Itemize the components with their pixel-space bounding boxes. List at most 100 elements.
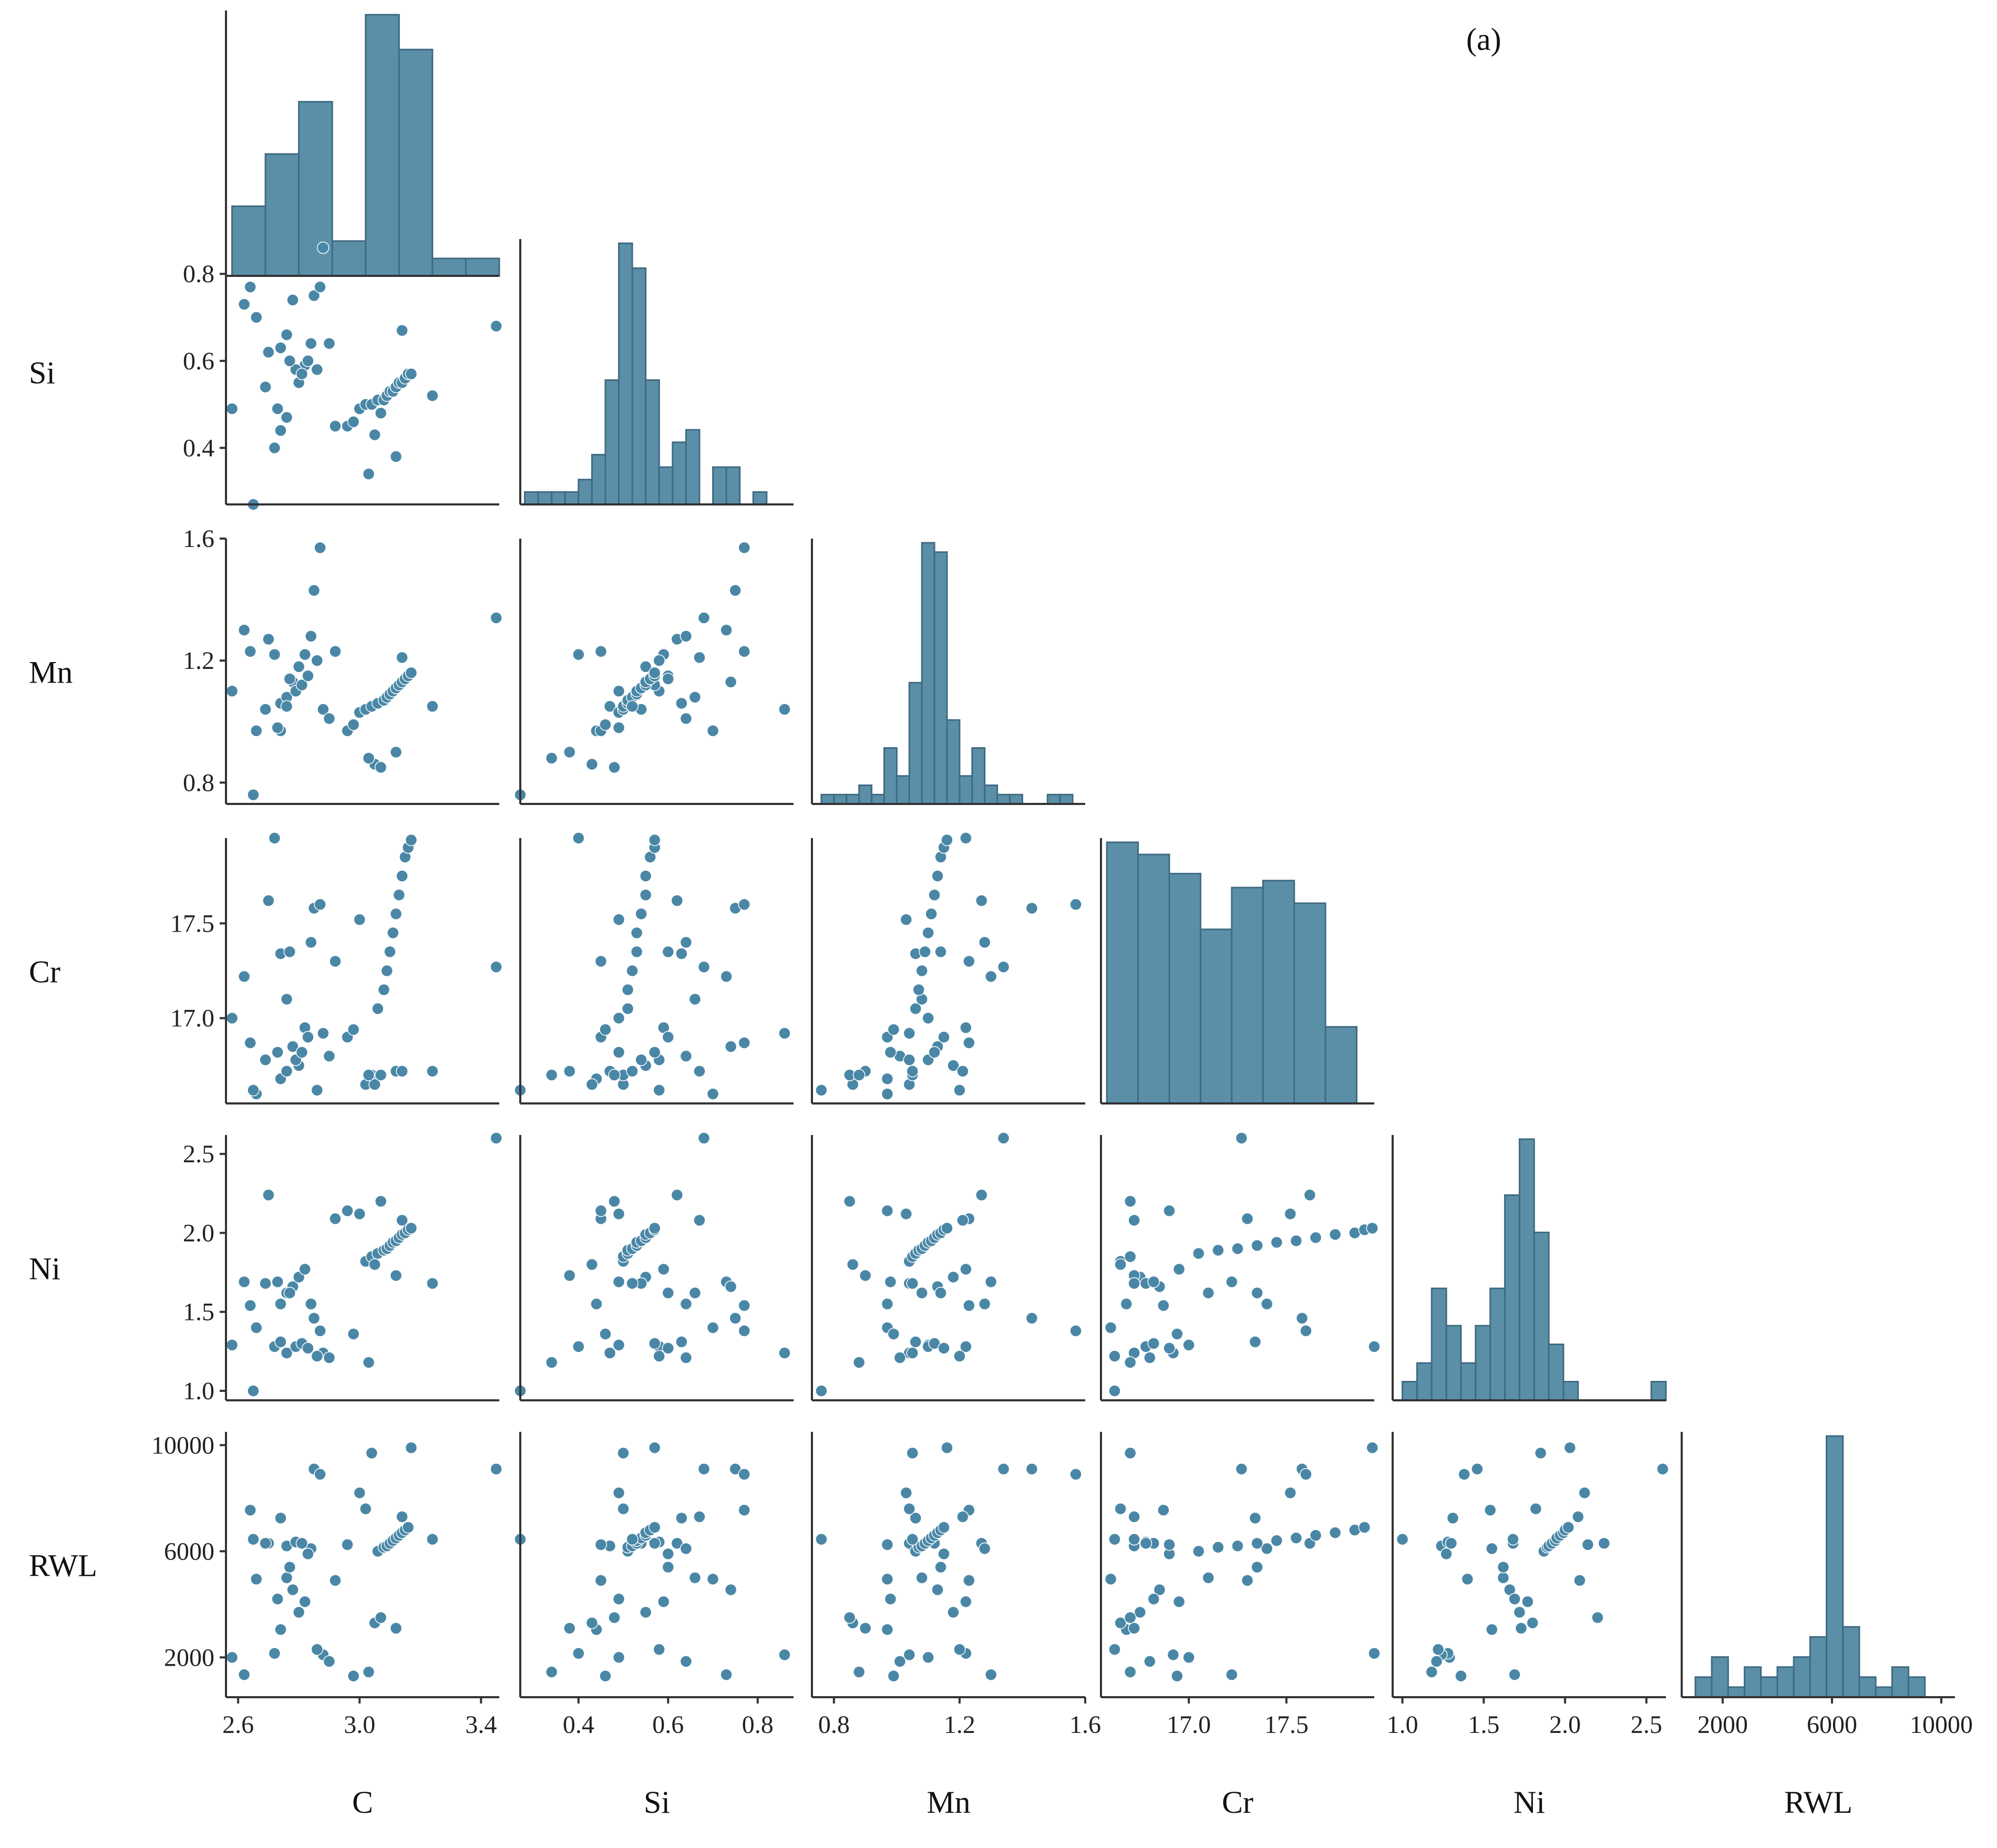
scatter-point-Mn-Si-1	[738, 645, 750, 658]
scatter-point-RWL-Si-11	[680, 1542, 693, 1555]
scatter-point-RWL-Cr-23	[1108, 1533, 1121, 1546]
scatter-point-RWL-Si-41	[648, 1441, 661, 1454]
scatter-point-Mn-Si-13	[738, 541, 750, 554]
hist-bar-C-0	[231, 205, 266, 277]
hist-bar-Mn-2	[846, 793, 860, 805]
scatter-point-Ni-Cr-2	[1104, 1321, 1117, 1334]
x-variable-labels: C Si Mn Cr Ni RWL	[352, 1785, 1852, 1820]
hist-bar-Si-14	[712, 466, 727, 505]
scatter-point-Ni-Cr-46	[1235, 1132, 1248, 1144]
scatter-point-RWL-Ni-11	[1486, 1542, 1498, 1555]
hist-bar-Mn-9	[933, 551, 948, 805]
scatter-point-Ni-Si-1	[738, 1299, 750, 1312]
scatter-point-RWL-Mn-25	[884, 1593, 897, 1605]
scatter-point-Mn-C-46	[490, 612, 502, 624]
cell-Ni-C: 1.0 1.5 2.0 2.5	[183, 1132, 502, 1405]
scatter-point-RWL-Si-40	[648, 1521, 661, 1534]
scatter-point-Ni-Cr-36	[1290, 1234, 1303, 1247]
y-tick-label-Cr: 17.0	[170, 1005, 214, 1033]
scatter-point-Cr-Mn-45	[906, 1065, 919, 1078]
scatter-point-Mn-C-41	[405, 666, 418, 679]
scatter-point-RWL-Cr-40	[1358, 1521, 1371, 1534]
scatter-point-Ni-Cr-25	[1147, 1275, 1160, 1288]
scatter-point-Cr-C-19	[295, 1046, 308, 1059]
scatter-point-Ni-Mn-49	[956, 1214, 969, 1227]
cell-Mn-Si	[514, 539, 794, 805]
scatter-point-Ni-Cr-38	[1329, 1228, 1342, 1241]
scatter-point-Cr-Si-35	[630, 926, 643, 940]
scatter-point-Ni-Cr-6	[1249, 1336, 1262, 1348]
hist-bar-Mn-14	[996, 793, 1011, 805]
cell-RWL-Mn: 0.8 1.2 1.6	[811, 1432, 1101, 1739]
y-tick-label-Mn: 1.2	[183, 647, 214, 675]
scatter-point-RWL-Cr-49	[1128, 1510, 1140, 1523]
scatter-point-Cr-Si-11	[680, 936, 693, 949]
scatter-point-RWL-Cr-5	[1368, 1647, 1381, 1660]
scatter-point-Cr-C-43	[374, 1069, 387, 1081]
y-label-Si: Si	[29, 356, 55, 390]
scatter-point-Cr-C-4	[262, 894, 275, 907]
scatter-point-Cr-Si-20	[662, 1031, 675, 1044]
scatter-point-Ni-Si-3	[612, 1339, 625, 1351]
scatter-point-RWL-Si-13	[738, 1468, 750, 1481]
scatter-point-Ni-Si-49	[693, 1214, 706, 1227]
scatter-point-RWL-C-7	[280, 1572, 293, 1584]
y-tick-label-Cr: 17.5	[170, 910, 214, 937]
scatter-point-RWL-C-49	[396, 1510, 408, 1523]
scatter-point-Ni-Cr-42	[1114, 1258, 1127, 1271]
scatter-point-Ni-C-21	[311, 1350, 324, 1362]
scatter-point-Mn-Si-9	[639, 660, 652, 673]
scatter-point-RWL-Ni-47	[1455, 1669, 1467, 1682]
x-tick-label-Mn: 1.2	[944, 1711, 975, 1739]
scatter-point-Cr-Mn-38	[931, 870, 944, 882]
scatter-point-Mn-Si-46	[697, 612, 711, 624]
scatter-point-Cr-Mn-28	[900, 913, 913, 926]
scatter-point-RWL-Cr-27	[1163, 1538, 1176, 1551]
scatter-point-RWL-C-19	[295, 1537, 308, 1550]
scatter-point-Cr-Si-41	[648, 833, 661, 846]
hist-bar-Si-12	[685, 429, 701, 505]
scatter-point-RWL-Mn-9	[947, 1606, 960, 1619]
scatter-point-Si-C-44	[389, 450, 403, 463]
scatter-point-RWL-Cr-46	[1235, 1462, 1248, 1475]
scatter-point-Cr-Si-1	[738, 1036, 750, 1049]
scatter-point-Ni-Mn-23	[815, 1385, 828, 1397]
scatter-point-Ni-Cr-32	[1212, 1244, 1224, 1257]
scatter-point-RWL-Mn-49	[956, 1510, 969, 1523]
y-tick-label-RWL: 2000	[164, 1644, 214, 1671]
cell-Cr-C: 17.0 17.5	[170, 832, 502, 1104]
scatter-point-RWL-Ni-30	[1534, 1447, 1547, 1460]
scatter-point-Cr-C-34	[384, 945, 396, 958]
scatter-point-Ni-C-1	[244, 1299, 256, 1312]
scatter-point-Ni-Si-48	[545, 1356, 558, 1369]
hist-bar-Si-9	[645, 379, 660, 505]
scatter-point-Mn-Si-14	[778, 703, 791, 716]
scatter-point-Si-C-0	[238, 298, 251, 311]
scatter-point-RWL-Mn-22	[963, 1574, 975, 1587]
scatter-point-Ni-C-12	[307, 1312, 321, 1325]
scatter-point-Ni-Si-7	[688, 1286, 702, 1299]
scatter-point-Ni-Mn-48	[852, 1356, 866, 1369]
scatter-point-RWL-Cr-44	[1128, 1622, 1140, 1635]
scatter-point-RWL-C-3	[225, 1651, 239, 1664]
scatter-point-Cr-C-41	[405, 833, 418, 846]
scatter-point-Cr-Mn-46	[997, 961, 1010, 974]
hist-bar-RWL-7	[1809, 1636, 1828, 1698]
scatter-point-RWL-Mn-44	[859, 1622, 872, 1635]
scatter-point-Cr-Si-44	[563, 1065, 576, 1078]
scatter-point-RWL-C-6	[274, 1512, 287, 1524]
scatter-point-Si-C-11	[305, 337, 317, 350]
scatter-point-Ni-Mn-20	[938, 1342, 950, 1355]
hist-bar-Cr-4	[1231, 886, 1264, 1104]
scatter-point-RWL-Si-1	[738, 1504, 750, 1516]
scatter-point-Cr-C-20	[302, 1031, 314, 1044]
scatter-point-Ni-Cr-35	[1270, 1236, 1283, 1249]
scatter-point-RWL-Cr-0	[1226, 1668, 1238, 1681]
scatter-point-RWL-Mn-10	[960, 1595, 972, 1608]
scatter-point-RWL-Cr-10	[1172, 1595, 1186, 1608]
x-tick-label-Ni: 2.0	[1549, 1711, 1581, 1739]
scatter-point-Ni-Cr-20	[1163, 1342, 1176, 1355]
scatter-point-RWL-Si-5	[572, 1647, 585, 1660]
scatter-point-RWL-C-26	[283, 1561, 296, 1574]
y-tick-label-Ni: 2.0	[183, 1219, 214, 1247]
